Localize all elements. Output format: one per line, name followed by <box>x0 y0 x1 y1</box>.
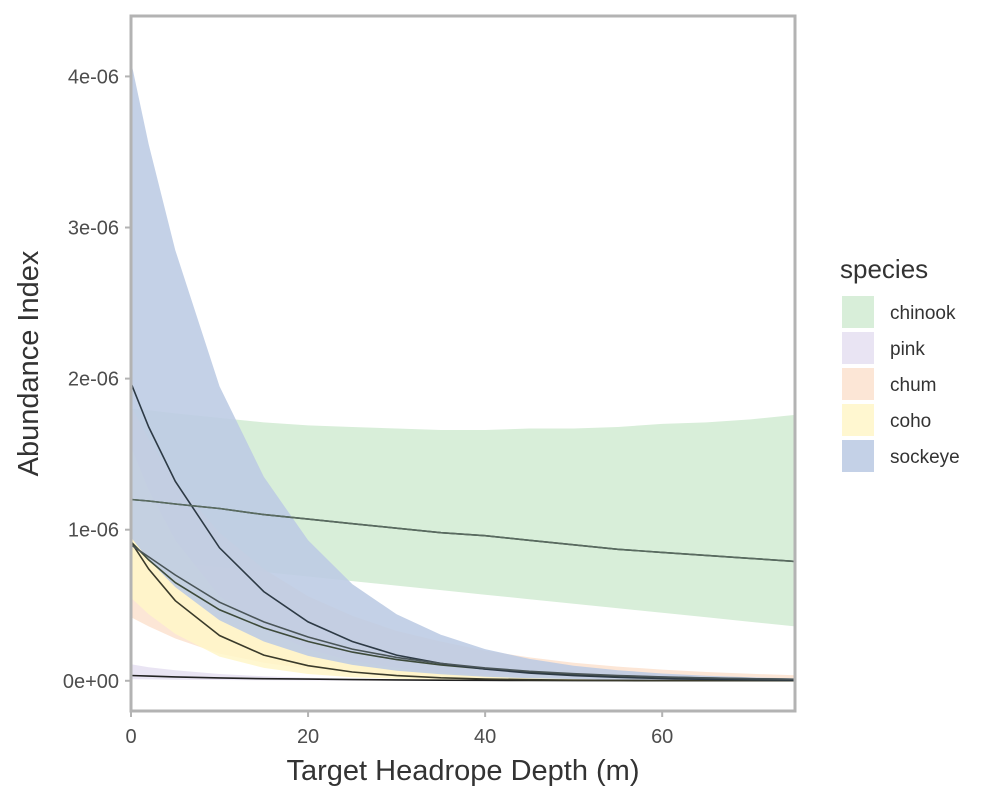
line-extra-1 <box>130 498 796 563</box>
legend-label-sockeye: sockeye <box>890 447 960 468</box>
line-coho <box>130 541 795 682</box>
legend-key-pink <box>842 332 874 364</box>
y-tick-label: 0e+00 <box>63 671 119 693</box>
ribbon-sockeye <box>131 61 795 681</box>
panel-border <box>129 14 797 713</box>
y-tick-label: 1e-06 <box>68 520 119 542</box>
legend-label-coho: coho <box>890 411 931 432</box>
x-tick-label: 60 <box>651 726 673 748</box>
legend-label-chum: chum <box>890 375 936 396</box>
line-extra-2 <box>130 544 796 681</box>
legend-label-chinook: chinook <box>890 303 956 324</box>
x-tick-label: 0 <box>125 726 136 748</box>
y-axis-title: Abundance Index <box>13 250 45 476</box>
legend-key-chinook <box>842 296 874 328</box>
y-tick-label: 4e-06 <box>68 66 119 88</box>
x-tick-label: 40 <box>474 726 496 748</box>
y-tick-label: 3e-06 <box>68 218 119 240</box>
legend-key-coho <box>842 404 874 436</box>
legend-key-chum <box>842 368 874 400</box>
y-axis: 0e+00 1e-06 2e-06 3e-06 4e-06 <box>63 66 131 693</box>
ribbon-pink <box>131 664 795 681</box>
x-axis-title: Target Headrope Depth (m) <box>287 755 640 787</box>
x-axis: 0 20 40 60 <box>125 711 673 748</box>
plot-area <box>130 61 796 682</box>
y-tick-label: 2e-06 <box>68 369 119 391</box>
legend-label-pink: pink <box>890 339 925 360</box>
x-tick-label: 20 <box>297 726 319 748</box>
legend: species chinook pink chum coho sockeye <box>840 254 960 472</box>
legend-key-sockeye <box>842 440 874 472</box>
legend-title: species <box>840 254 928 284</box>
